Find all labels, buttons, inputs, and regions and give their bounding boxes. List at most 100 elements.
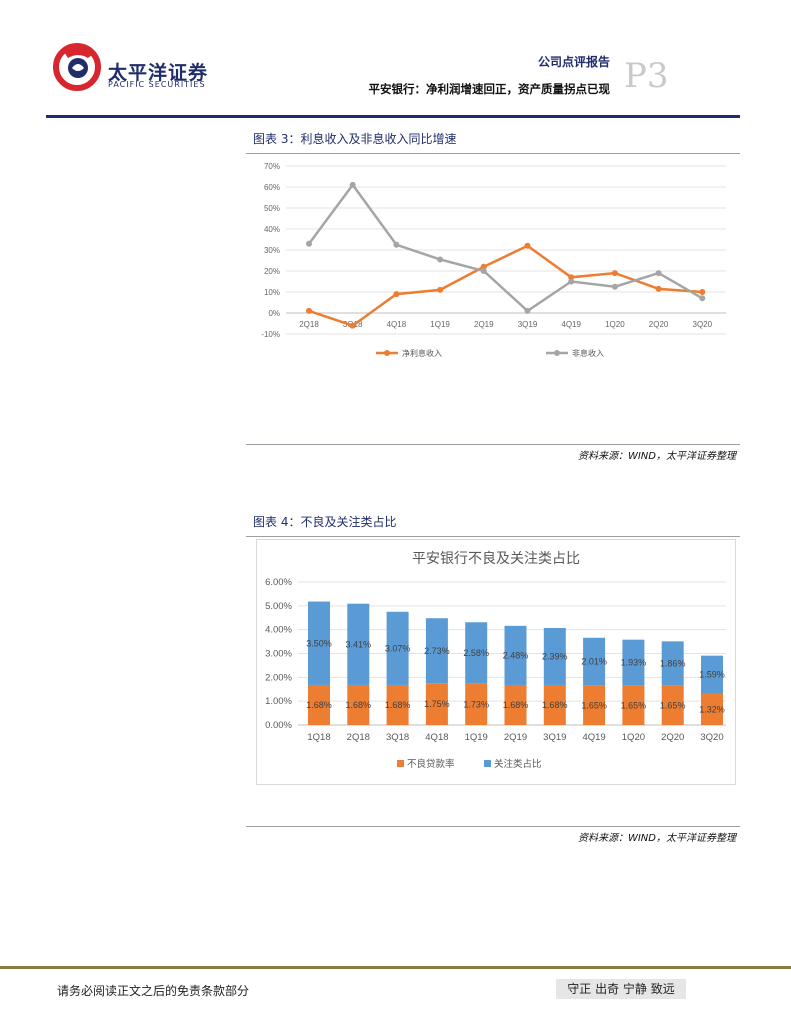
legend-marker — [554, 350, 560, 356]
y-tick-label: 70% — [264, 162, 280, 171]
figure-3-bottom-rule — [246, 444, 740, 445]
data-point — [611, 270, 618, 277]
data-point — [699, 289, 706, 295]
figure-4-bottom-rule — [246, 826, 740, 827]
header-divider — [46, 115, 740, 118]
bar-npl — [661, 685, 684, 725]
data-point — [437, 286, 444, 293]
data-point — [611, 283, 618, 290]
data-label: 2.58% — [463, 648, 489, 658]
data-point — [699, 295, 706, 302]
bar-special-mention — [543, 627, 566, 685]
data-label: 1.68% — [306, 700, 332, 710]
y-tick-label: 5.00% — [265, 601, 292, 612]
x-tick-label: 2Q19 — [504, 732, 527, 743]
data-label: 3.07% — [385, 643, 411, 653]
data-point — [306, 240, 312, 247]
data-label: 1.65% — [581, 700, 607, 710]
y-tick-label: 50% — [264, 204, 280, 213]
legend-label: 非息收入 — [572, 348, 604, 358]
data-label: 2.39% — [542, 651, 568, 661]
bar-npl — [347, 684, 370, 725]
y-tick-label: 1.00% — [265, 696, 292, 707]
data-point — [568, 278, 575, 285]
y-tick-label: 2.00% — [265, 672, 292, 683]
data-label: 1.68% — [385, 700, 411, 710]
y-tick-label: 10% — [264, 288, 280, 297]
y-tick-label: -10% — [261, 330, 280, 339]
bar-npl — [622, 685, 645, 725]
figure-3-top-rule — [246, 153, 740, 154]
y-tick-label: 4.00% — [265, 625, 292, 636]
figure-3-source: 资料来源：WIND，太平洋证券整理 — [577, 451, 736, 462]
x-tick-label: 2Q18 — [347, 732, 370, 743]
x-tick-label: 2Q19 — [474, 320, 494, 329]
x-tick-label: 3Q20 — [700, 732, 723, 743]
chart-frame — [256, 539, 736, 785]
y-tick-label: 60% — [264, 183, 280, 192]
bar-special-mention — [386, 611, 409, 685]
figure-4-source: 资料来源：WIND，太平洋证券整理 — [577, 833, 736, 844]
data-point — [306, 307, 312, 314]
data-label: 1.68% — [503, 700, 529, 710]
report-title: 平安银行：净利润增速回正，资产质量拐点已现 — [368, 82, 611, 96]
x-tick-label: 4Q18 — [387, 320, 407, 329]
y-tick-label: 0% — [268, 309, 280, 318]
x-tick-label: 3Q20 — [693, 320, 713, 329]
data-label: 3.50% — [306, 638, 332, 648]
line-chart-interest-income: 70%60%50%40%30%20%10%0%-10%2Q183Q184Q181… — [261, 162, 726, 358]
footer-divider — [0, 966, 791, 969]
x-tick-label: 3Q19 — [543, 732, 566, 743]
bar-npl — [308, 684, 330, 725]
x-tick-label: 1Q19 — [430, 320, 450, 329]
bar-special-mention — [622, 639, 645, 686]
company-logo — [53, 43, 101, 91]
data-point — [524, 307, 531, 314]
data-point — [349, 322, 356, 329]
data-point — [568, 274, 575, 281]
data-label: 2.73% — [424, 646, 450, 656]
stacked-bar-chart-npl: 平安银行不良及关注类占比 6.00% 5.00% 4.00% 3.00% 2.00% 1.0… — [256, 539, 736, 785]
figure-4-title: 图表 4：不良及关注类占比 — [253, 515, 397, 529]
y-tick-label: 40% — [264, 225, 280, 234]
series-line-1 — [308, 244, 703, 327]
bar-special-mention — [465, 622, 488, 684]
data-label: 1.68% — [346, 700, 372, 710]
data-label: 1.65% — [660, 700, 686, 710]
data-point — [480, 263, 487, 270]
data-label: 1.59% — [699, 670, 725, 680]
legend-swatch — [397, 760, 404, 767]
data-point — [393, 241, 400, 248]
data-label: 2.48% — [503, 650, 529, 660]
bar-npl — [543, 684, 566, 725]
data-label: 1.86% — [660, 659, 686, 669]
bar-npl — [701, 693, 723, 725]
data-point — [393, 291, 400, 298]
x-tick-label: 2Q18 — [299, 320, 319, 329]
data-label: 1.65% — [621, 700, 647, 710]
bar-npl — [386, 684, 409, 725]
bar-special-mention — [583, 637, 606, 686]
bar-npl — [583, 685, 606, 725]
data-label: 2.01% — [581, 657, 607, 667]
y-tick-label: 30% — [264, 246, 280, 255]
data-label: 1.93% — [621, 658, 647, 668]
x-tick-label: 1Q20 — [605, 320, 625, 329]
bar-special-mention — [347, 603, 370, 685]
series-line-2 — [307, 182, 703, 313]
x-tick-label: 2Q20 — [661, 732, 684, 743]
x-tick-label: 3Q19 — [518, 320, 538, 329]
x-tick-label: 1Q20 — [622, 732, 645, 743]
footer-motto: 守正 出奇 宁静 致远 — [556, 979, 686, 999]
bar-special-mention — [661, 641, 684, 686]
data-point — [655, 270, 662, 277]
x-tick-label: 1Q18 — [307, 732, 330, 743]
data-label: 3.41% — [346, 639, 372, 649]
x-tick-label: 2Q20 — [649, 320, 669, 329]
data-label: 1.68% — [542, 700, 568, 710]
legend-label: 关注类占比 — [494, 758, 542, 770]
x-tick-label: 3Q18 — [386, 732, 409, 743]
chart-title: 平安银行不良及关注类占比 — [412, 550, 580, 566]
bar-npl — [504, 684, 527, 725]
data-label: 1.32% — [699, 704, 725, 714]
